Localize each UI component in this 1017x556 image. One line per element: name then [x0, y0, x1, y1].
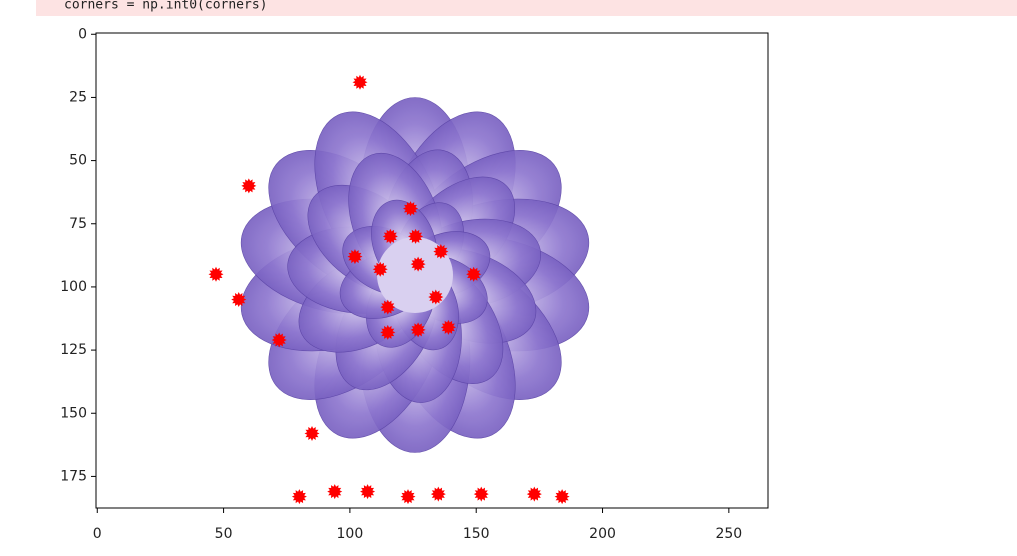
corner-point	[382, 228, 398, 244]
corner-point	[440, 319, 456, 335]
corner-point	[241, 178, 257, 194]
corner-point	[231, 292, 247, 308]
code-line: corners = np.int0(corners)	[64, 0, 268, 13]
y-tick-label: 50	[69, 153, 87, 169]
x-tick-label: 100	[337, 526, 364, 542]
x-tick-label: 150	[463, 526, 490, 542]
code-cell-background	[36, 0, 1017, 16]
y-tick-label: 25	[69, 89, 87, 105]
y-tick-label: 175	[60, 468, 87, 484]
y-tick-label: 150	[60, 405, 87, 421]
axes-frame	[95, 32, 769, 509]
y-tick-label: 75	[69, 216, 87, 232]
y-tick-label: 125	[60, 342, 87, 358]
corner-point	[403, 201, 419, 217]
corner-point	[433, 244, 449, 260]
corner-point	[304, 425, 320, 441]
corner-point	[372, 261, 388, 277]
corner-point	[291, 489, 307, 505]
corner-point	[410, 322, 426, 338]
corner-point	[466, 266, 482, 282]
corner-point	[554, 489, 570, 505]
corner-point	[428, 289, 444, 305]
corner-point	[408, 228, 424, 244]
x-tick-label: 250	[715, 526, 742, 542]
corner-point	[410, 256, 426, 272]
corner-point	[347, 249, 363, 265]
corner-point	[352, 74, 368, 90]
corner-point	[360, 484, 376, 500]
x-tick-label: 200	[589, 526, 616, 542]
image	[240, 97, 590, 453]
corner-point	[208, 266, 224, 282]
corner-point	[271, 332, 287, 348]
corner-point	[380, 324, 396, 340]
corner-point	[430, 486, 446, 502]
corner-point	[400, 489, 416, 505]
y-tick-label: 0	[78, 26, 87, 42]
corner-point	[380, 299, 396, 315]
corner-point	[473, 486, 489, 502]
x-tick-label: 0	[93, 526, 102, 542]
y-tick-label: 100	[60, 279, 87, 295]
plot-area: 0 50 100 150 200 250 0 25 50 75 100 125 150 175	[60, 26, 742, 542]
x-tick-label: 50	[215, 526, 233, 542]
corner-point	[327, 484, 343, 500]
corner-point	[526, 486, 542, 502]
